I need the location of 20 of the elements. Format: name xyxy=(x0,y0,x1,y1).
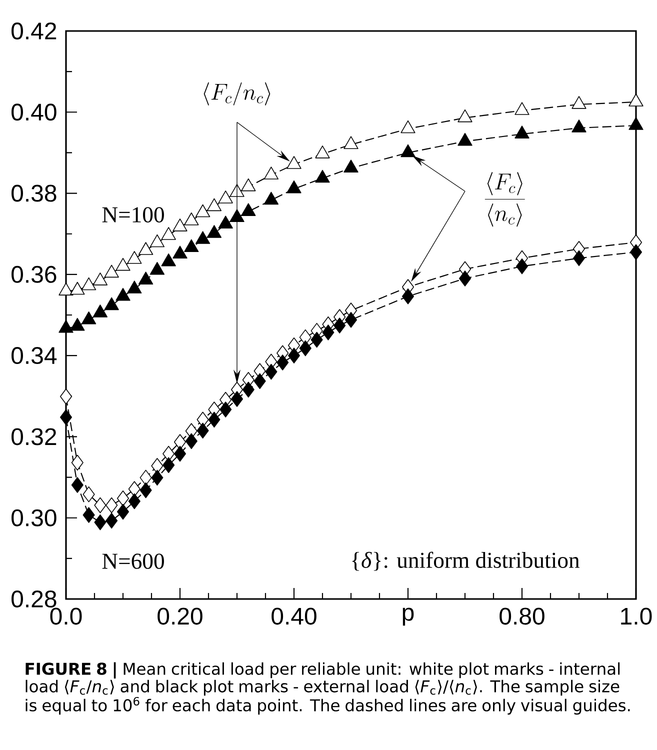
text: FIGURE 8 | Mean critical load per reliable unit: white plot marks - internal load ⟨F$_{c}$/n$_{c}$⟩ and black plot marks - external load ⟨F$_{c}$⟩/⟨n$_{c}$⟩. The sample size is equal to 10$^{6}$ for each data point. The dashed lines are only visual guides. xyxy=(26,662,630,715)
annotation: $\frac{\langle F_c\rangle}{\langle n_c\rangle}$ xyxy=(484,172,525,227)
y-tick-label: 0.32 xyxy=(11,428,56,446)
y-tick-label: 0.42 xyxy=(11,22,56,40)
x-tick-label: p xyxy=(402,608,414,626)
annotation: {δ}: uniform distribution xyxy=(352,552,580,571)
annotation: N=600 xyxy=(102,554,164,569)
y-tick-label: 0.28 xyxy=(11,590,56,608)
x-tick-label: 0.80 xyxy=(500,608,544,625)
y-tick-label: 0.36 xyxy=(11,266,56,283)
y-tick-label: 0.30 xyxy=(11,509,56,526)
y-tick-label: 0.34 xyxy=(11,347,57,364)
x-tick-label: 0.20 xyxy=(158,608,202,625)
annotation: N=100 xyxy=(102,207,164,222)
x-tick-label: 0.0 xyxy=(50,608,82,625)
x-tick-label: 0.40 xyxy=(272,608,316,625)
x-tick-label: 1.0 xyxy=(621,608,652,625)
annotation: $\langle F_c/n_c\rangle$ xyxy=(204,82,270,106)
y-tick-label: 0.38 xyxy=(11,184,56,202)
y-tick-label: 0.40 xyxy=(11,104,56,121)
